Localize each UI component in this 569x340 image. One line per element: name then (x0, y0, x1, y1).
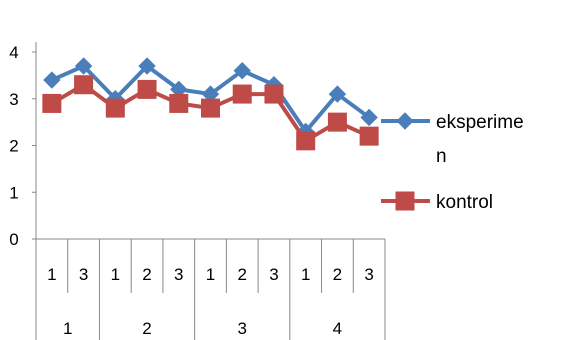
data-point-kontrol (264, 84, 284, 104)
data-point-kontrol (327, 112, 347, 132)
data-point-eksperimen (328, 85, 347, 103)
data-point-kontrol (105, 98, 125, 118)
x-group-label: 1 (63, 319, 72, 338)
legend-label-eksperimen: eksperime (436, 112, 524, 133)
data-point-kontrol (232, 84, 252, 104)
series-kontrol (42, 75, 379, 151)
data-point-kontrol (359, 126, 379, 146)
data-point-eksperimen (74, 57, 93, 75)
x-inner-tick-label: 1 (301, 265, 310, 284)
x-inner-tick-label: 1 (206, 265, 215, 284)
x-group-label: 3 (237, 319, 246, 338)
x-inner-tick-label: 2 (142, 265, 151, 284)
legend-label-eksperimen: n (436, 146, 447, 167)
legend-label-kontrol: kontrol (436, 192, 493, 213)
data-point-kontrol (137, 79, 157, 99)
x-inner-tick-label: 1 (111, 265, 120, 284)
legend-item-kontrol: kontrol (381, 191, 493, 213)
data-point-kontrol (74, 75, 94, 95)
x-inner-tick-label: 3 (174, 265, 183, 284)
x-inner-tick-label: 2 (237, 265, 246, 284)
y-tick-label: 4 (9, 43, 18, 62)
x-inner-tick-label: 2 (333, 265, 342, 284)
data-point-kontrol (296, 131, 316, 151)
series-lines (42, 57, 379, 151)
x-group-label: 2 (142, 319, 151, 338)
x-inner-tick-label: 3 (364, 265, 373, 284)
y-tick-label: 2 (9, 137, 18, 156)
data-point-kontrol (201, 98, 220, 118)
legend-item-eksperimen: eksperime n (381, 112, 524, 167)
data-point-kontrol (42, 93, 62, 113)
y-axis-ticks: 0 1 2 3 4 (9, 43, 36, 249)
x-axis-categories: 1 3 1 2 3 1 2 3 1 2 3 1 2 3 4 (35, 239, 386, 340)
x-group-label: 4 (333, 319, 342, 338)
x-inner-tick-label: 1 (47, 265, 56, 284)
x-inner-tick-label: 3 (79, 265, 88, 284)
y-tick-label: 3 (9, 90, 18, 109)
axes (35, 42, 385, 240)
data-point-kontrol (169, 93, 189, 113)
y-tick-label: 0 (9, 230, 18, 249)
data-point-eksperimen (138, 57, 156, 75)
x-inner-tick-label: 3 (269, 265, 278, 284)
legend-marker-eksperimen (396, 112, 414, 130)
data-point-eksperimen (360, 108, 378, 127)
legend-marker-kontrol (395, 191, 415, 211)
y-tick-label: 1 (9, 183, 18, 202)
data-point-eksperimen (233, 61, 251, 80)
legend: eksperime n kontrol (381, 112, 524, 213)
data-point-eksperimen (43, 71, 61, 89)
